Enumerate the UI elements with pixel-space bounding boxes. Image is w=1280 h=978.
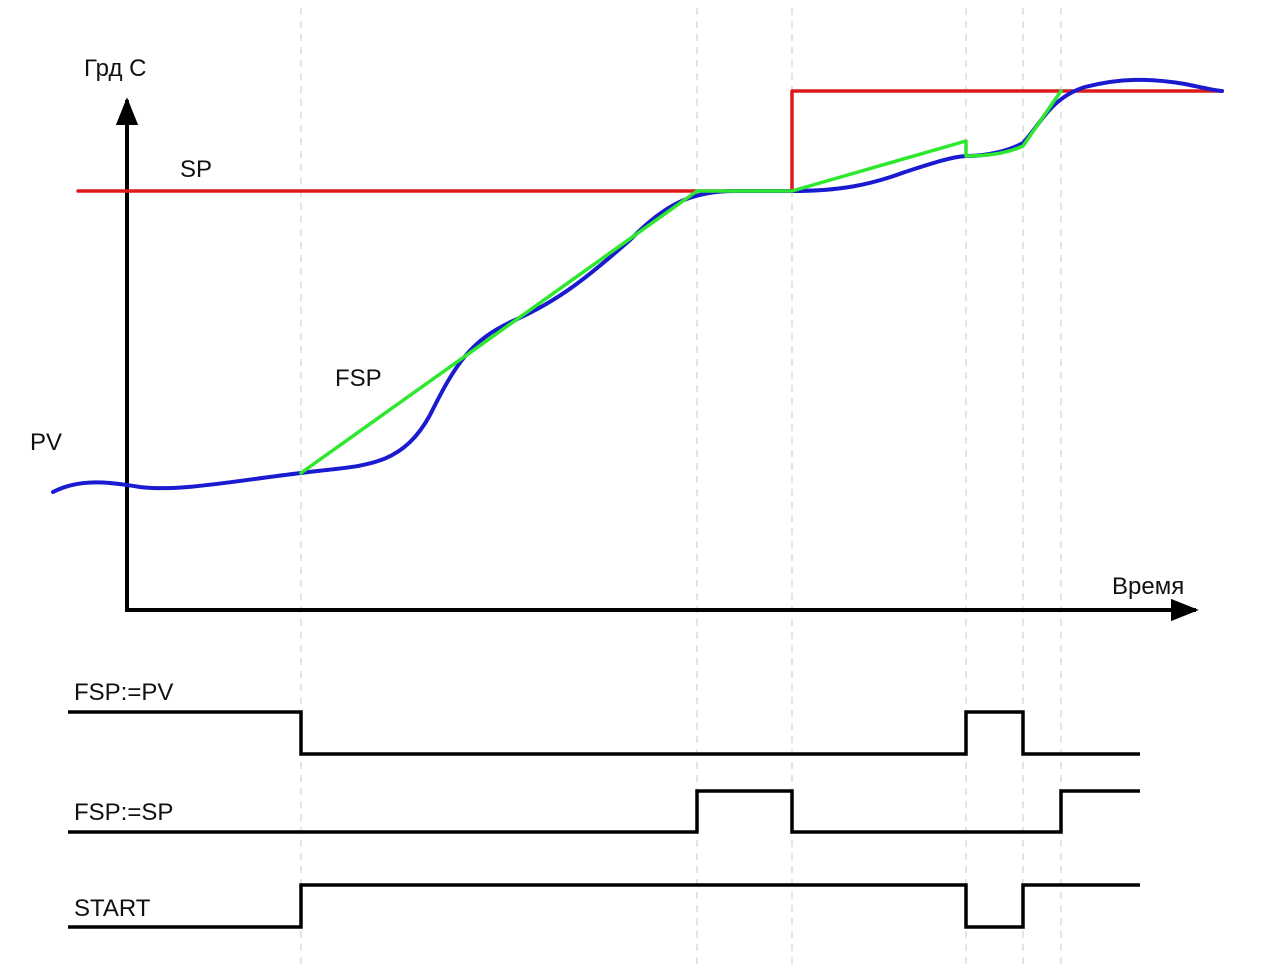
y-axis-label: Грд С	[84, 55, 146, 82]
signal-fsp-pv-label: FSP:=PV	[74, 679, 173, 706]
signal-start-label: START	[74, 895, 151, 922]
signal-fsp-pv-trace	[68, 710, 1140, 756]
signal-start-trace	[68, 883, 1140, 929]
x-axis-label: Время	[1112, 573, 1184, 600]
signal-fsp-sp-trace	[68, 789, 1140, 834]
fsp-label: FSP	[335, 365, 382, 392]
signal-start: START	[68, 883, 1140, 929]
signal-fsp-pv: FSP:=PV	[68, 679, 1140, 756]
signal-fsp-sp-label: FSP:=SP	[74, 799, 173, 826]
fsp-curve	[299, 89, 1063, 475]
sp-curve	[76, 89, 1224, 193]
axes: Грд С Время	[84, 55, 1199, 622]
pv-curve	[51, 77, 1224, 494]
pv-label: PV	[30, 429, 62, 456]
signal-fsp-sp: FSP:=SP	[68, 789, 1140, 834]
guide-lines	[300, 8, 1062, 968]
sp-label: SP	[180, 156, 212, 183]
